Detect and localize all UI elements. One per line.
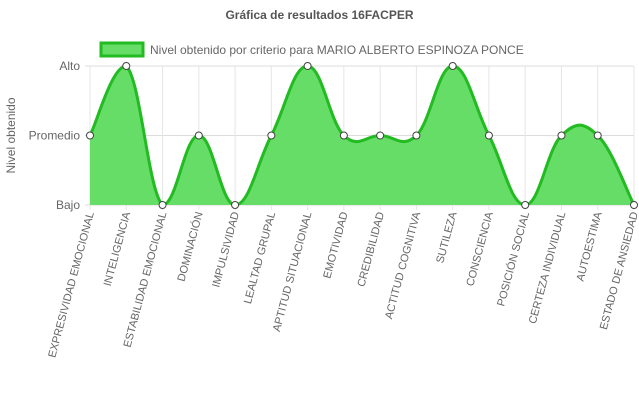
x-tick-label: APTITUD SITUACIONAL xyxy=(271,211,315,333)
data-point[interactable] xyxy=(376,131,385,140)
x-tick-label: ESTABILIDAD EMOCIONAL xyxy=(122,211,170,349)
x-tick-label: CERTEZA INDIVIDUAL xyxy=(527,211,568,326)
data-point[interactable] xyxy=(86,131,94,140)
legend-swatch xyxy=(99,41,145,58)
data-point[interactable] xyxy=(412,131,421,140)
data-point[interactable] xyxy=(122,62,131,70)
data-point[interactable] xyxy=(339,131,348,140)
x-tick-label: EXPRESIVIDAD EMOCIONAL xyxy=(46,211,97,359)
x-tick-label: ESTADO DE ANSIEDAD xyxy=(598,211,639,331)
y-tick-label: Bajo xyxy=(56,198,80,212)
data-point[interactable] xyxy=(630,201,638,209)
x-tick-label: INTELIGENCIA xyxy=(102,210,134,288)
y-axis-title: Nivel obtenido xyxy=(4,97,18,173)
x-tick-label: ACTITUD COGNITIVA xyxy=(383,210,423,320)
data-point[interactable] xyxy=(557,131,566,140)
data-point[interactable] xyxy=(593,131,602,140)
data-point[interactable] xyxy=(521,201,530,209)
x-tick-label: CONSCIENCIA xyxy=(464,210,496,288)
x-tick-label: SUTILEZA xyxy=(434,210,459,265)
y-tick-label: Promedio xyxy=(29,129,81,143)
data-point[interactable] xyxy=(267,131,276,140)
chart-title: Gráfica de resultados 16FACPER xyxy=(225,8,414,22)
data-point[interactable] xyxy=(194,131,203,140)
x-tick-label: DOMINACIÓN xyxy=(175,210,206,282)
x-tick-label: AUTOESTIMA xyxy=(575,210,605,283)
y-tick-label: Alto xyxy=(59,59,80,73)
legend: Nivel obtenido por criterio para MARIO A… xyxy=(99,41,524,58)
x-tick-label: CREDIBILIDAD xyxy=(356,211,388,289)
data-point[interactable] xyxy=(484,131,493,140)
legend-label: Nivel obtenido por criterio para MARIO A… xyxy=(150,43,524,57)
series-area xyxy=(90,66,634,205)
data-point[interactable] xyxy=(448,62,457,70)
x-tick-label: POSICIÓN SOCIAL xyxy=(494,210,532,307)
data-point[interactable] xyxy=(303,62,312,70)
data-point[interactable] xyxy=(231,201,240,209)
x-tick-label: LEALTAD GRUPAL xyxy=(242,211,278,306)
x-tick-label: EMOTIVIDAD xyxy=(321,211,350,280)
x-tick-label: IMPULSIVIDAD xyxy=(210,211,242,289)
data-point[interactable] xyxy=(158,201,167,209)
